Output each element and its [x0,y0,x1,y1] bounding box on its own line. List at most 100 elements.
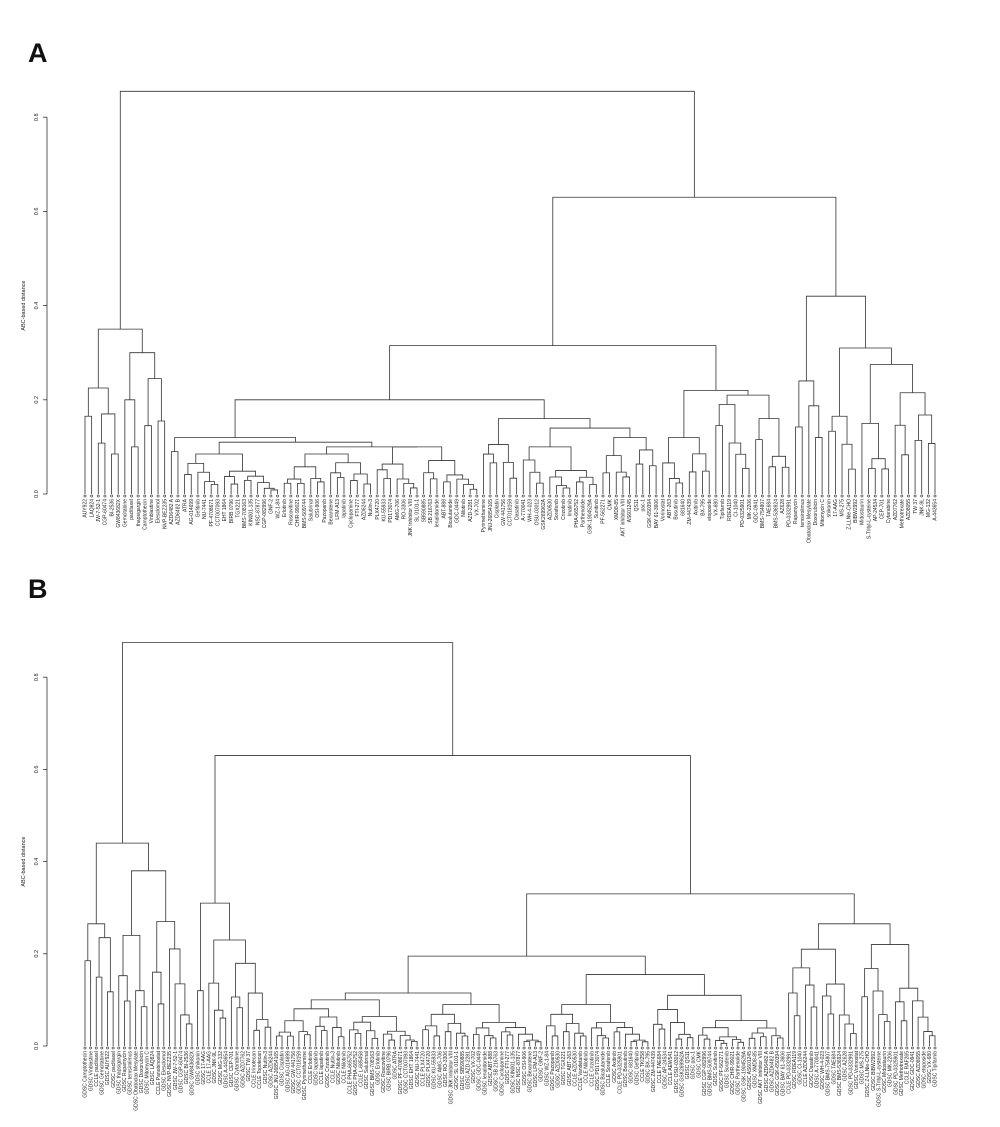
leaf-label: GDSC AS601245 [747,1051,753,1090]
leaf-label: GDSC PHA-665752 [353,1051,359,1096]
leaf-marker [648,494,651,498]
leaf-label: GSK-1904529A [587,498,593,534]
leaf-marker [590,1046,594,1050]
dendrogram-branch [630,1041,638,1046]
dendrogram-branch [156,921,176,973]
leaf-marker [628,494,631,498]
dendrogram-branch [287,478,302,484]
leaf-label: ABT-263 [667,499,673,519]
leaf-label: A-443654 [933,499,939,521]
dendrogram-branch [444,1031,452,1046]
leaf-marker [607,1046,610,1050]
leaf-label: GDSC PF-4708671 [398,1051,404,1095]
dendrogram-branch [667,994,742,1021]
leaf-label: JNJ-26854165 [488,499,494,532]
leaf-marker [382,494,386,498]
dendrogram-branch [751,1032,764,1039]
leaf-marker [601,494,605,498]
leaf-marker [635,1046,639,1050]
leaf-marker [595,1046,599,1050]
dendrogram-branch [883,1021,891,1046]
dendrogram-branch [805,984,815,1046]
leaf-label: BIBW2992 [853,499,859,523]
leaf-label: GDSC CGP-60474 [178,1051,184,1093]
dendrogram-branch [376,469,388,494]
y-tick-label: 0.2 [34,950,40,958]
leaf-label: BAY 61-3606 [654,499,660,529]
leaf-marker [854,1046,858,1050]
leaf-marker [760,494,764,498]
leaf-label: Mitomycin C [820,499,826,527]
dendrogram-branch [562,487,571,494]
leaf-label: GDSC paclitaxel [111,1051,117,1088]
leaf-label: GDSC BX-795 [646,1051,652,1084]
dendrogram-branch [344,992,472,1005]
leaf-label: CCLE Topotecan [257,1051,263,1089]
leaf-marker [814,494,817,498]
dendrogram-branch [703,1038,711,1046]
dendrogram-branch [731,1039,742,1046]
dendrogram-branch [443,481,451,494]
leaf-label: TGX221 [235,499,241,518]
leaf-marker [833,494,837,498]
dendrogram-branch [781,466,790,494]
leaf-marker [787,1046,791,1050]
leaf-marker [555,494,558,498]
leaf-marker [618,1046,622,1050]
leaf-label: Cisplatin [494,499,500,518]
leaf-marker [657,1046,661,1050]
dendrogram-branch [180,1014,190,1046]
leaf-marker [505,1046,509,1050]
dendrogram-branch [848,468,856,494]
leaf-marker [136,494,140,498]
dendrogram-branch [381,463,404,480]
leaf-label: GDSC 681640 [629,1051,635,1084]
leaf-label: BIRB 0796 [229,499,235,523]
leaf-label: GDSC GSK269962A [679,1050,685,1097]
leaf-label: GDSC JNK Inhibitor VIII [449,1051,455,1104]
leaf-marker [916,1046,920,1050]
leaf-marker [707,494,711,498]
leaf-marker [422,494,426,498]
leaf-label: GDSC S-Trityl-L-cysteine [876,1051,882,1107]
leaf-marker [556,1046,560,1050]
leaf-marker [933,1046,937,1050]
leaf-label: WH-4-023 [528,499,534,522]
leaf-label: Bexarotene [328,499,334,525]
dendrogram-branch [534,1041,542,1046]
leaf-label: GDSC 17-AAG [201,1051,207,1085]
leaf-label: Elesclomol [156,499,162,523]
leaf-marker [280,1046,284,1050]
leaf-marker [395,494,399,498]
dendrogram-branch [838,1014,850,1046]
leaf-label: CI-1040 [733,499,739,517]
leaf-marker [584,1046,588,1050]
leaf-label: GDSC TW 37 [246,1051,252,1082]
leaf-marker [353,1046,357,1050]
dendrogram-branch [900,1020,908,1046]
leaf-label: Bosutinib [674,499,680,520]
leaf-marker [899,1046,903,1050]
leaf-marker [189,494,193,498]
leaf-marker [320,1046,323,1050]
dendrogram-branch [622,476,630,494]
leaf-label: GDSC BIBW2992 [871,1051,877,1091]
leaf-marker [216,494,220,498]
dendrogram-branch [122,934,141,991]
leaf-marker [860,494,864,498]
leaf-marker [674,1046,678,1050]
leaf-label: CCLE PHA-665752 [347,1051,353,1095]
leaf-label: GDSC ABT-888 [488,1051,494,1086]
leaf-marker [629,1046,633,1050]
leaf-label: CCLE AZD0530 [572,1051,578,1087]
leaf-label: XMD8-85 [614,499,620,520]
dendrogram-branch [447,1023,462,1034]
dendrogram-branch [315,1025,325,1046]
leaf-label: GDSC OSI-906 [522,1051,528,1086]
leaf-label: GDSC FTI-277 [505,1051,511,1085]
leaf-label: GDSC NU-7441 [415,1051,421,1087]
dendrogram-branch [718,404,736,443]
leaf-label: GDSC CCT018159 [297,1051,303,1094]
leaf-label: GDSC Pazopanib [550,1051,556,1091]
dendrogram-b: 0.0 0.2 0.4 0.6 0.8 ABC-based distance GDSC Ca… [21,642,939,1111]
